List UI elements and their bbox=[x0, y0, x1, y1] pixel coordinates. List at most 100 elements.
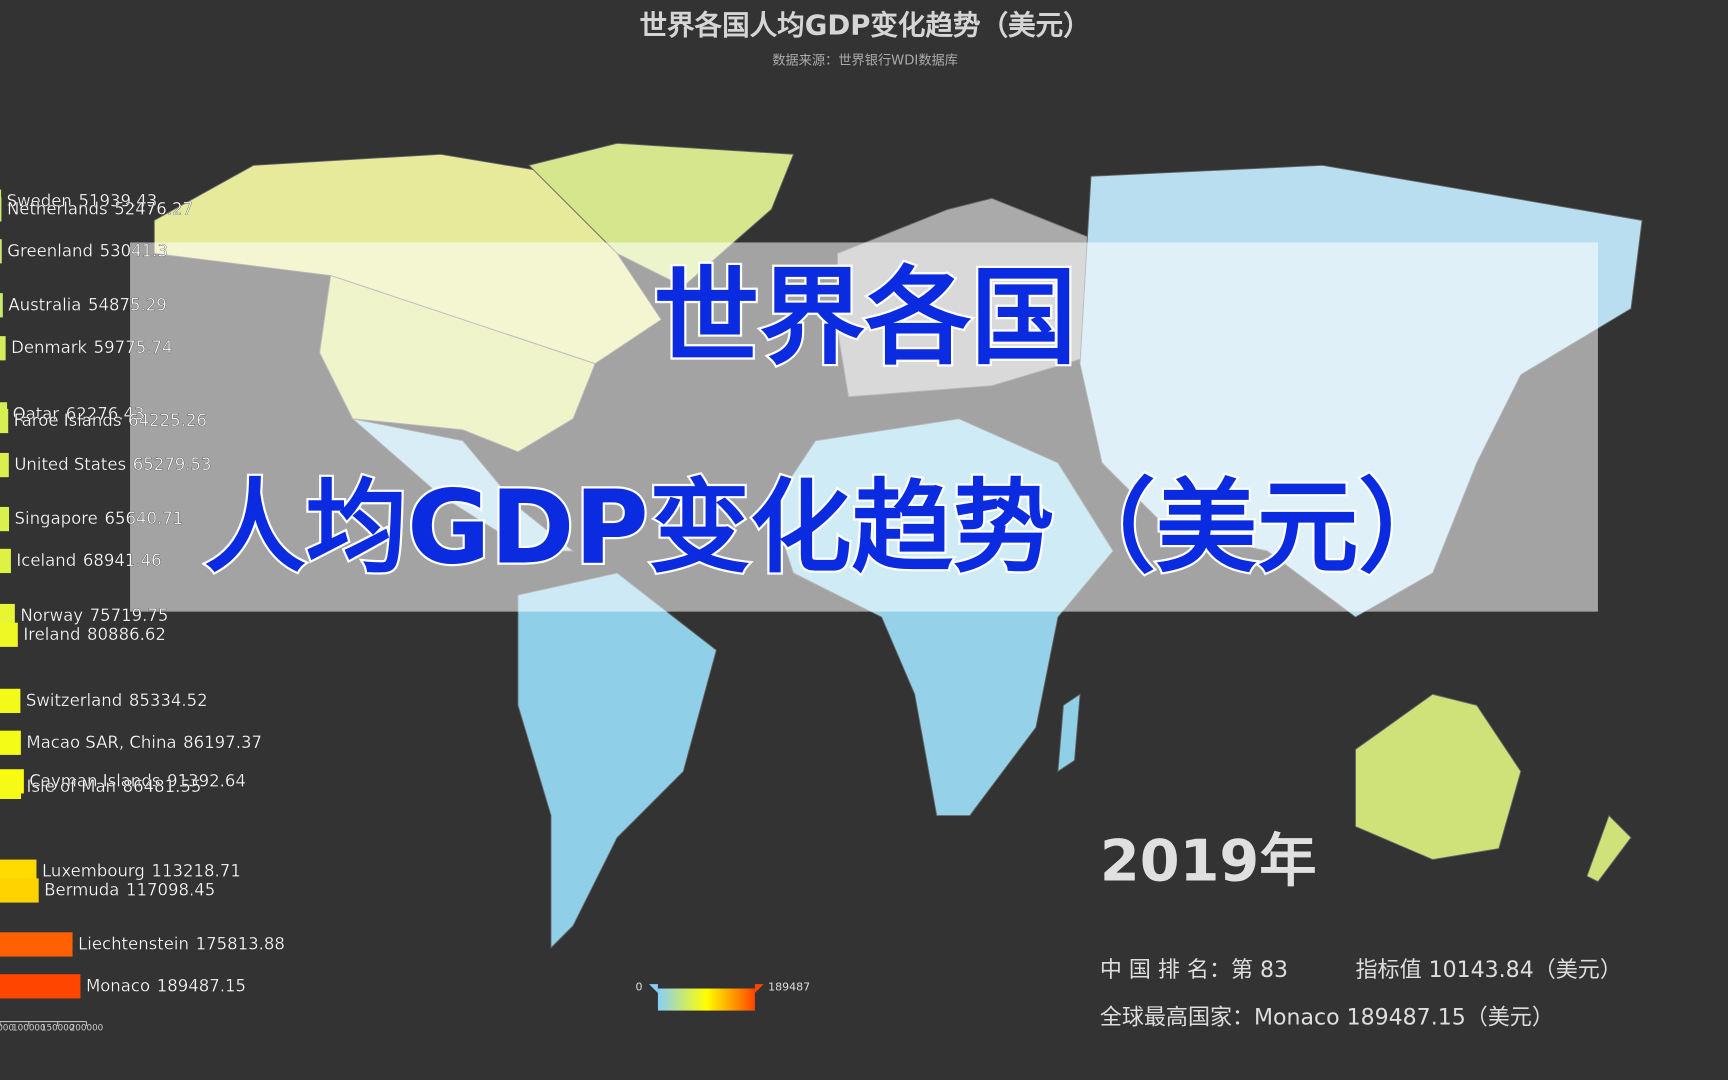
category-name: Denmark bbox=[11, 338, 87, 357]
bar bbox=[0, 197, 2, 222]
australia bbox=[1355, 693, 1522, 861]
bar bbox=[0, 878, 39, 903]
category-name: Luxembourg bbox=[42, 861, 145, 880]
bar-label: Monaco 189487.15 bbox=[86, 976, 246, 995]
bar bbox=[0, 336, 6, 361]
x-tick-label: 150000 bbox=[41, 1023, 75, 1033]
x-tick-label: 100000 bbox=[12, 1023, 46, 1033]
bar-label: Liechtenstein 175813.88 bbox=[78, 934, 285, 953]
bar-label: Netherlands 52476.27 bbox=[7, 199, 193, 218]
value-label: 64225.26 bbox=[128, 410, 207, 429]
overlay-panel bbox=[130, 242, 1598, 612]
bar-label: Qatar 62276.43 bbox=[13, 404, 145, 423]
madagascar bbox=[1057, 693, 1081, 773]
category-name: Iceland bbox=[16, 550, 76, 569]
bar bbox=[0, 622, 18, 647]
bar-label: Norway 75719.75 bbox=[20, 606, 168, 625]
value-label: 75719.75 bbox=[90, 606, 169, 625]
category-name: Bermuda bbox=[44, 880, 119, 899]
category-name: Qatar bbox=[13, 404, 60, 423]
bar-label: Bermuda 117098.45 bbox=[44, 880, 215, 899]
bar bbox=[0, 730, 21, 755]
bar bbox=[0, 603, 15, 629]
value-label: 54875.29 bbox=[88, 295, 167, 314]
value-label: 68941.46 bbox=[83, 550, 162, 569]
value-label: 113218.71 bbox=[152, 861, 241, 880]
value-label: 51939.43 bbox=[79, 191, 158, 210]
value-label: 65279.53 bbox=[133, 455, 212, 474]
visual-map-handle[interactable] bbox=[649, 984, 658, 993]
visual-map-min: 0 bbox=[635, 980, 642, 993]
category-name: Macao SAR, China bbox=[26, 732, 176, 751]
info-line: 指标值 10143.84（美元） bbox=[1356, 958, 1622, 983]
value-label: 53041.3 bbox=[100, 241, 168, 260]
bar bbox=[0, 506, 10, 532]
chart-subtitle: 数据来源：世界银行WDI数据库 bbox=[772, 53, 958, 69]
category-name: Sweden bbox=[7, 191, 72, 210]
bar-label: Cayman Islands 91392.64 bbox=[29, 771, 246, 790]
bar-label: Luxembourg 113218.71 bbox=[42, 861, 241, 880]
bar-label: Switzerland 85334.52 bbox=[26, 690, 208, 709]
category-name: Singapore bbox=[15, 509, 98, 528]
bar-label: Sweden 51939.43 bbox=[7, 191, 158, 210]
visual-map-max: 189487 bbox=[768, 980, 810, 993]
bar bbox=[0, 408, 9, 434]
bar bbox=[0, 774, 22, 799]
info-line: 中 国 排 名：第 83 bbox=[1100, 958, 1288, 983]
category-name: Switzerland bbox=[26, 690, 122, 709]
bar-label: Australia 54875.29 bbox=[8, 295, 166, 314]
bar bbox=[0, 548, 11, 574]
category-name: Monaco bbox=[86, 976, 150, 995]
overlay-title: 世界各国 人均GDP变化趋势（美元） bbox=[202, 254, 1462, 589]
info-line: 全球最高国家：Monaco 189487.15（美元） bbox=[1100, 1005, 1554, 1030]
bar-label: Ireland 80886.62 bbox=[23, 624, 166, 643]
category-name: Norway bbox=[20, 606, 83, 625]
value-label: 117098.45 bbox=[126, 880, 215, 899]
info: 中 国 排 名：第 83 指标值 10143.84（美元） 全球最高国家：Mon… bbox=[1100, 958, 1622, 1030]
category-name: Ireland bbox=[23, 624, 80, 643]
x-tick-label: 50000 bbox=[0, 1023, 14, 1033]
value-label: 62276.43 bbox=[66, 404, 145, 423]
value-label: 59775.74 bbox=[94, 338, 173, 357]
bar-label: Faroe Islands 64225.26 bbox=[14, 410, 207, 429]
bar-label: Isle of Man 86481.55 bbox=[27, 776, 202, 795]
category-name: Cayman Islands bbox=[29, 771, 160, 790]
overlay-line: 世界各国 bbox=[654, 256, 1077, 379]
value-label: 86197.37 bbox=[183, 732, 262, 751]
category-name: Faroe Islands bbox=[14, 410, 122, 429]
bar bbox=[0, 293, 3, 318]
visual-map-bar[interactable] bbox=[657, 988, 755, 1011]
bar-label: Greenland 53041.3 bbox=[7, 241, 168, 260]
value-label: 80886.62 bbox=[87, 624, 166, 643]
category-name: Liechtenstein bbox=[78, 934, 189, 953]
bar-label: United States 65279.53 bbox=[14, 455, 211, 474]
overlay-line: 人均GDP变化趋势（美元） bbox=[204, 468, 1459, 586]
category-name: Netherlands bbox=[7, 199, 108, 218]
x-tick-label: 200000 bbox=[70, 1023, 104, 1033]
value-label: 86481.55 bbox=[123, 776, 202, 795]
category-name: Isle of Man bbox=[27, 776, 116, 795]
bar bbox=[0, 932, 73, 957]
bar bbox=[0, 239, 2, 264]
value-label: 65640.71 bbox=[104, 509, 183, 528]
visual-map-handle[interactable] bbox=[754, 984, 764, 993]
bar bbox=[0, 974, 81, 999]
category-name: Australia bbox=[8, 295, 81, 314]
new-zealand bbox=[1586, 814, 1632, 883]
value-label: 52476.27 bbox=[114, 199, 193, 218]
category-name: Greenland bbox=[7, 241, 93, 260]
year-label: 2019年 bbox=[1100, 828, 1317, 895]
chart-title: 世界各国人均GDP变化趋势（美元） bbox=[639, 9, 1090, 41]
value-label: 85334.52 bbox=[129, 690, 208, 709]
value-label: 91392.64 bbox=[167, 771, 246, 790]
bar-label: Denmark 59775.74 bbox=[11, 338, 172, 357]
bar-label: Iceland 68941.46 bbox=[16, 550, 161, 569]
bar-label: Macao SAR, China 86197.37 bbox=[26, 732, 262, 751]
bar bbox=[0, 452, 9, 478]
category-name: United States bbox=[14, 455, 126, 474]
bar-label: Singapore 65640.71 bbox=[15, 509, 184, 528]
bar bbox=[0, 688, 21, 714]
value-label: 175813.88 bbox=[196, 934, 285, 953]
